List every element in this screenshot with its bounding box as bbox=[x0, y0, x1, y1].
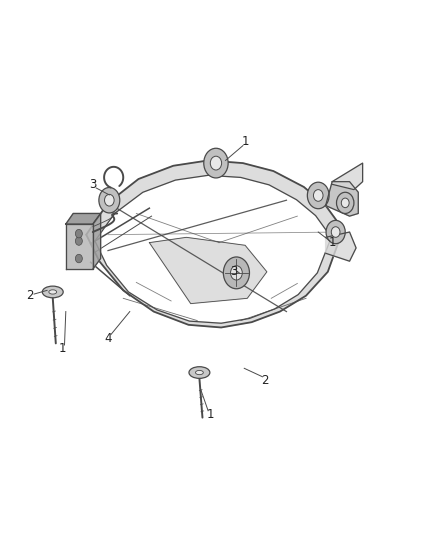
Text: 1: 1 bbox=[59, 342, 66, 355]
Text: 3: 3 bbox=[230, 265, 238, 278]
Circle shape bbox=[307, 182, 329, 209]
Circle shape bbox=[99, 188, 120, 213]
Circle shape bbox=[223, 257, 250, 289]
Polygon shape bbox=[325, 182, 358, 216]
Circle shape bbox=[75, 229, 82, 238]
Text: 2: 2 bbox=[261, 374, 268, 387]
Text: 1: 1 bbox=[241, 135, 249, 148]
Circle shape bbox=[326, 220, 345, 244]
Text: 4: 4 bbox=[104, 332, 112, 344]
Polygon shape bbox=[331, 229, 343, 237]
Polygon shape bbox=[66, 214, 101, 224]
Polygon shape bbox=[149, 237, 267, 304]
Ellipse shape bbox=[42, 286, 63, 298]
Ellipse shape bbox=[49, 290, 57, 294]
Polygon shape bbox=[93, 214, 101, 269]
Circle shape bbox=[230, 266, 242, 280]
Polygon shape bbox=[86, 229, 343, 327]
Polygon shape bbox=[332, 163, 363, 190]
Text: 1: 1 bbox=[207, 408, 214, 422]
Circle shape bbox=[336, 192, 354, 214]
Ellipse shape bbox=[189, 367, 210, 378]
Circle shape bbox=[210, 156, 222, 170]
Ellipse shape bbox=[195, 370, 203, 375]
Polygon shape bbox=[325, 232, 356, 261]
Circle shape bbox=[105, 195, 114, 206]
Text: 1: 1 bbox=[328, 236, 336, 249]
Text: 2: 2 bbox=[26, 289, 33, 302]
Polygon shape bbox=[66, 224, 93, 269]
Circle shape bbox=[75, 254, 82, 263]
Circle shape bbox=[314, 190, 323, 201]
Circle shape bbox=[204, 148, 228, 178]
Circle shape bbox=[331, 227, 340, 237]
Text: 3: 3 bbox=[89, 178, 96, 191]
Polygon shape bbox=[86, 160, 343, 241]
Circle shape bbox=[75, 237, 82, 245]
Circle shape bbox=[341, 198, 349, 208]
Polygon shape bbox=[86, 235, 95, 241]
